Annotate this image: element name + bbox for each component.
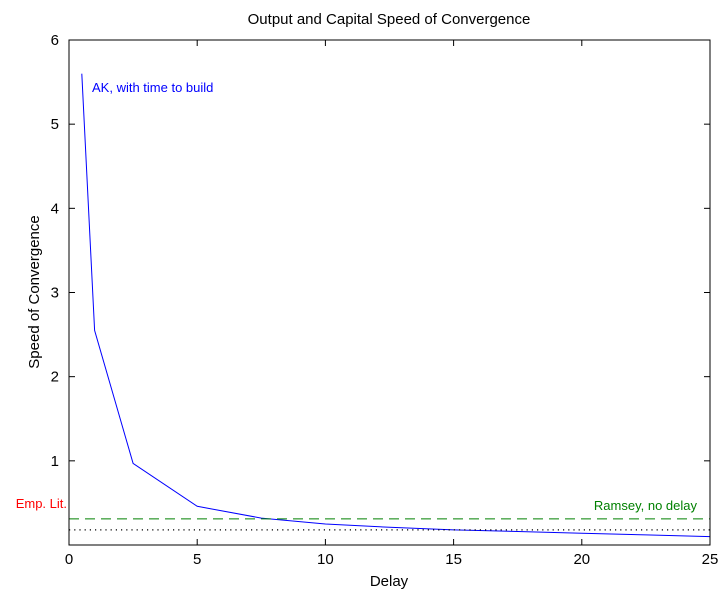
plot-area (69, 40, 710, 545)
y-tick-label: 5 (51, 116, 59, 133)
x-tick-label: 0 (65, 551, 73, 568)
series-line-ak-with-time-to-build (81, 73, 711, 538)
x-tick-label: 25 (702, 551, 719, 568)
y-axis-label: Speed of Convergence (26, 215, 43, 368)
x-axis-label: Delay (370, 573, 409, 590)
x-tick-label: 10 (317, 551, 334, 568)
series-layer (69, 73, 711, 538)
y-tick-label: 1 (51, 453, 59, 470)
annotation-ramsey: Ramsey, no delay (594, 498, 698, 513)
chart-title: Output and Capital Speed of Convergence (248, 11, 531, 28)
annotation-ak: AK, with time to build (92, 80, 213, 95)
annotation-emp-lit: Emp. Lit. (16, 496, 67, 511)
y-tick-label: 6 (51, 32, 59, 49)
x-tick-label: 5 (193, 551, 201, 568)
y-tick-label: 3 (51, 285, 59, 302)
x-tick-label: 20 (573, 551, 590, 568)
x-tick-label: 15 (445, 551, 462, 568)
y-tick-label: 4 (51, 200, 59, 217)
tick-layer: 0 5 10 15 20 25 1 2 3 4 5 6 (51, 32, 719, 568)
y-tick-label: 2 (51, 369, 59, 386)
